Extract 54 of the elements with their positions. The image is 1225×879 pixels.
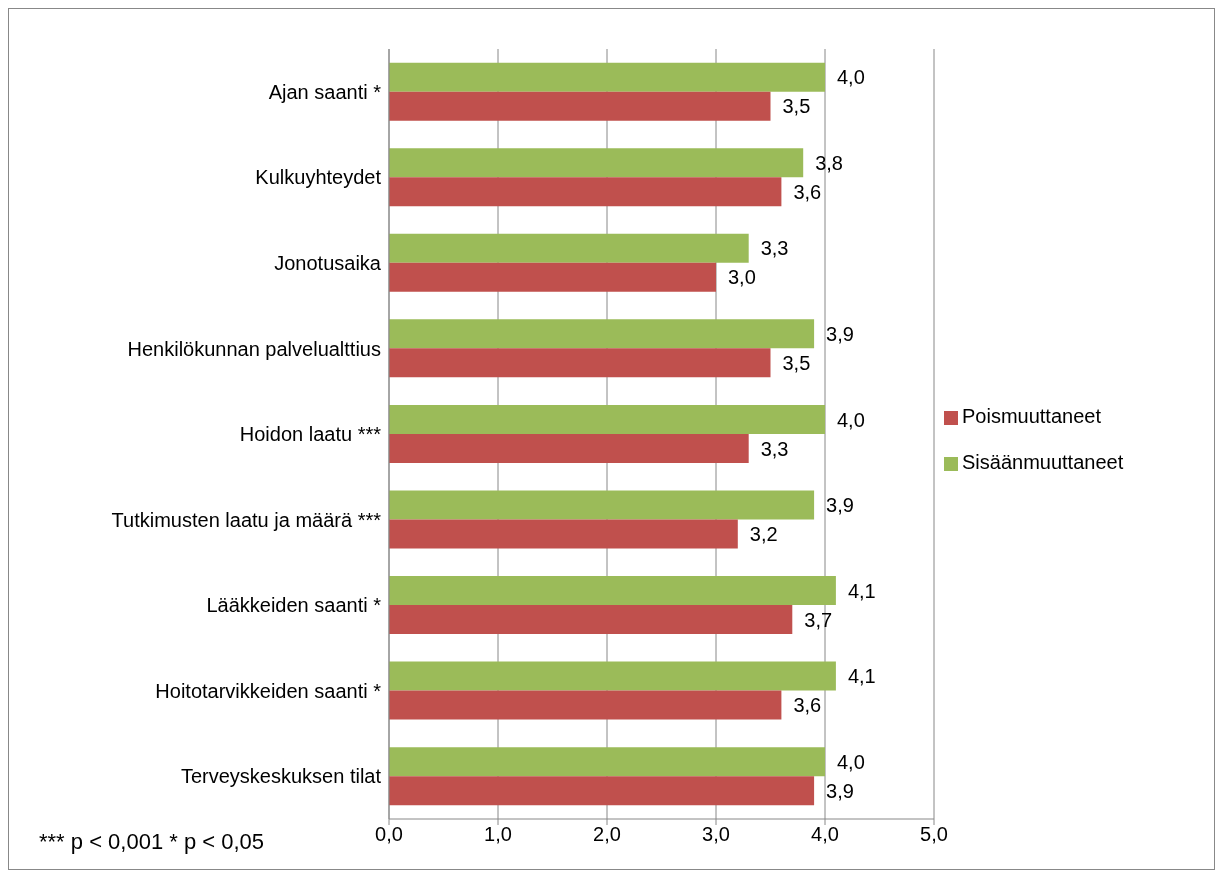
bar — [389, 605, 793, 635]
bar — [389, 233, 749, 263]
bar — [389, 747, 825, 777]
data-label: 4,0 — [837, 408, 865, 431]
y-tick-label: Henkilökunnan palvelualttius — [127, 337, 381, 360]
data-label: 3,9 — [826, 494, 854, 517]
x-tick-label: 5,0 — [920, 823, 948, 846]
data-label: 3,0 — [728, 266, 756, 289]
y-tick-label: Lääkkeiden saanti * — [206, 594, 382, 617]
y-tick-label: Kulkuyhteydet — [255, 166, 382, 189]
data-label: 4,1 — [847, 579, 876, 602]
data-label: 3,7 — [804, 608, 833, 631]
x-tick-label: 1,0 — [484, 823, 512, 846]
data-label: 3,5 — [782, 95, 811, 118]
data-label: 3,3 — [760, 237, 789, 260]
bar — [389, 177, 782, 207]
data-label: 3,6 — [793, 180, 822, 203]
bar — [389, 490, 815, 520]
y-tick-label: Hoidon laatu *** — [239, 423, 382, 446]
y-tick-label: Jonotusaika — [274, 251, 382, 274]
legend-label: Poismuuttaneet — [962, 405, 1101, 427]
text: *** p < 0,001 * p < 0,05 — [39, 829, 265, 855]
x-tick-label: 4,0 — [811, 823, 839, 846]
x-tick-label: 0,0 — [375, 823, 403, 846]
bar — [389, 776, 815, 806]
x-tick-label: 2,0 — [593, 823, 621, 846]
bar — [389, 319, 815, 349]
y-tick-label: Terveyskeskuksen tilat — [180, 765, 382, 788]
bar — [389, 661, 836, 691]
bar — [389, 348, 771, 378]
x-tick-label: 3,0 — [702, 823, 730, 846]
y-tick-label: Hoitotarvikkeiden saanti * — [155, 679, 382, 702]
data-label: 3,5 — [782, 351, 811, 374]
bar — [389, 690, 782, 720]
bar — [389, 148, 804, 178]
bar — [389, 262, 716, 292]
bar — [389, 576, 836, 606]
data-label: 4,1 — [847, 665, 876, 688]
bar — [389, 91, 771, 121]
bar — [389, 404, 825, 434]
bar — [389, 433, 749, 463]
legend-label: Sisäänmuuttaneet — [962, 451, 1124, 473]
y-tick-label: Tutkimusten laatu ja määrä *** — [111, 508, 382, 531]
bar — [389, 62, 825, 92]
data-label: 3,9 — [826, 322, 854, 345]
data-label: 4,0 — [837, 750, 865, 773]
bar — [389, 519, 738, 549]
data-label: 3,6 — [793, 694, 822, 717]
data-label: 3,9 — [826, 779, 854, 802]
y-tick-label: Ajan saanti * — [268, 80, 382, 103]
data-label: 3,2 — [749, 523, 778, 546]
data-label: 3,3 — [760, 437, 789, 460]
data-label: 3,8 — [815, 151, 844, 174]
data-label: 4,0 — [837, 66, 865, 89]
